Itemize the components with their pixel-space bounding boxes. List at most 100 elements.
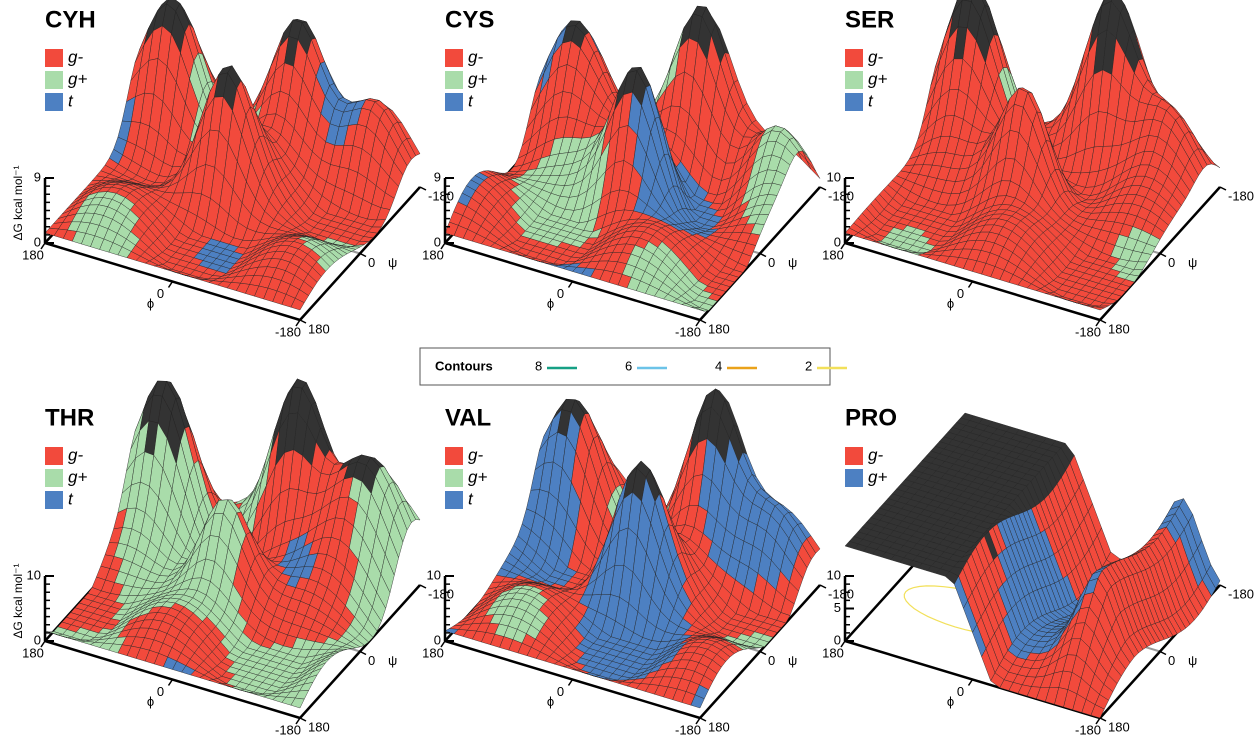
y-tick [1159,650,1167,656]
y-tick-label: -180 [1228,188,1254,203]
legend-label: t [68,91,74,110]
legend-label: t [868,91,874,110]
panel-title: THR [45,404,94,431]
y-tick-label: -180 [428,586,454,601]
x-tick [567,281,574,288]
legend-swatch [845,447,863,465]
y-tick [699,717,707,722]
x-tick [967,281,974,288]
y-tick-label: 0 [768,653,775,668]
z-tick-label: 9 [434,169,441,184]
x-tick-label: 180 [22,247,44,262]
z-tick-label: 0 [34,234,41,249]
y-tick [359,650,367,656]
legend-label: g+ [868,69,887,88]
legend-swatch [845,469,863,487]
legend-label: t [68,489,74,508]
x-axis-label: ϕ [547,296,554,311]
x-tick-label: 0 [957,684,964,699]
x-tick-label: -180 [1075,324,1101,339]
x-tick-label: 180 [22,645,44,660]
x-tick-label: 0 [957,286,964,301]
contour-legend-box [419,347,831,386]
contour-level: 8 [535,358,542,373]
x-tick-label: -180 [675,324,701,339]
x-tick-label: 180 [822,645,844,660]
legend-label: g- [68,445,83,464]
legend-label: g- [68,47,83,66]
y-tick-label: -180 [428,188,454,203]
contour-level: 6 [625,358,632,373]
y-axis-label: ψ [1188,255,1197,270]
y-tick-label: 180 [308,719,330,734]
y-axis-label: ψ [388,255,397,270]
legend-swatch [445,93,463,111]
legend-label: g+ [68,467,87,486]
y-tick [1219,584,1227,589]
legend-label: t [468,489,474,508]
legend-swatch [45,49,63,67]
surface [44,0,421,311]
y-tick [819,186,827,191]
legend-swatch [45,491,63,509]
legend-label: g+ [468,69,487,88]
x-tick [167,679,174,686]
x-tick-label: 0 [557,684,564,699]
y-tick [299,319,307,324]
surface [844,0,1221,311]
contour-level: 4 [715,358,722,373]
y-tick-label: 0 [1168,653,1175,668]
x-tick-label: -180 [1075,722,1101,737]
y-tick [699,319,707,324]
legend-label: g- [468,47,483,66]
z-axis-label: ΔG kcal mol⁻¹ [11,563,25,638]
legend-swatch [45,71,63,89]
x-tick-label: 0 [557,286,564,301]
panel-title: PRO [845,404,897,431]
legend-swatch [445,49,463,67]
legend-label: g- [468,445,483,464]
x-tick-label: 0 [157,684,164,699]
x-tick-label: 0 [157,286,164,301]
legend-label: g- [868,445,883,464]
y-tick-label: 0 [368,653,375,668]
y-tick [299,717,307,722]
panel-title: VAL [445,404,491,431]
x-tick [567,679,574,686]
surface [444,5,821,312]
z-tick-label: 10 [827,567,841,582]
panel-title: CYS [445,6,494,33]
x-axis-label: ϕ [947,694,954,709]
x-axis-label: ϕ [947,296,954,311]
z-tick-label: 5 [834,600,841,615]
legend-swatch [45,93,63,111]
contour-level: 2 [805,358,812,373]
y-tick-label: 180 [1108,321,1130,336]
x-tick [695,319,701,327]
legend-label: t [468,91,474,110]
legend-swatch [845,49,863,67]
y-tick [419,584,427,589]
y-tick-label: -180 [1228,586,1254,601]
z-tick-label: 10 [27,567,41,582]
legend-label: g+ [468,467,487,486]
y-axis-label: ψ [388,653,397,668]
x-tick-label: 180 [422,247,444,262]
surface-facet [290,298,305,311]
z-tick-label: 0 [434,234,441,249]
x-tick [167,281,174,288]
x-tick [440,242,446,250]
y-tick-label: -180 [828,188,854,203]
legend-swatch [445,71,463,89]
y-tick [1219,186,1227,191]
y-tick-label: 180 [708,321,730,336]
legend-swatch [445,447,463,465]
y-tick [1099,717,1107,722]
x-tick-label: -180 [675,722,701,737]
